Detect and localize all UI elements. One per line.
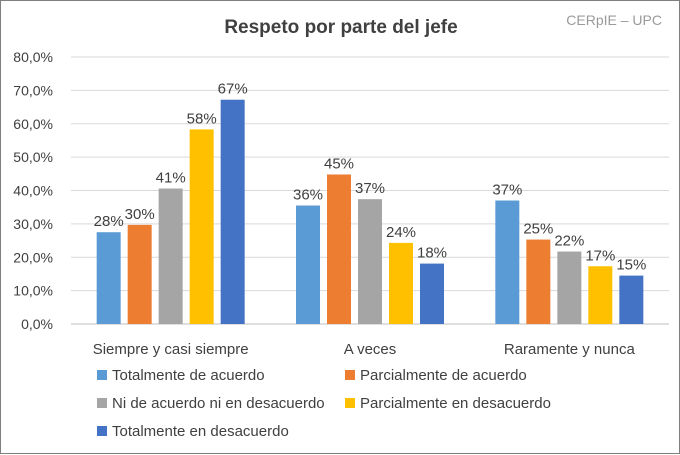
y-tick-label: 60,0% xyxy=(13,116,53,132)
bar xyxy=(296,205,320,324)
data-label: 24% xyxy=(386,224,416,241)
y-tick-label: 20,0% xyxy=(13,249,53,265)
bar xyxy=(358,199,382,324)
legend-swatch xyxy=(345,370,355,380)
bar xyxy=(158,188,183,324)
category-label: Siempre y casi siempre xyxy=(93,341,249,358)
bar xyxy=(327,174,351,324)
data-label: 22% xyxy=(554,233,584,250)
y-tick-label: 80,0% xyxy=(13,49,53,65)
bar xyxy=(557,251,582,324)
legend-label: Parcialmente de acuerdo xyxy=(360,367,527,384)
y-axis-tick-labels: 0,0% 10,0% 20,0% 30,0% 40,0% 50,0% 60,0% 70,0% 8… xyxy=(13,49,53,332)
bar xyxy=(420,263,444,324)
data-label: 58% xyxy=(187,110,217,127)
bar xyxy=(526,239,551,324)
y-tick-label: 0,0% xyxy=(21,316,53,332)
data-label: 36% xyxy=(293,187,323,204)
legend-label: Totalmente de acuerdo xyxy=(112,367,265,384)
bar xyxy=(495,200,520,324)
data-labels: 28% 30%41%58%67%36%45%37%24%18%37%25%22%1… xyxy=(94,81,647,274)
category-label: Raramente y nunca xyxy=(504,341,636,358)
bars xyxy=(96,99,644,324)
data-label: 28% xyxy=(94,213,124,230)
bar xyxy=(588,266,613,324)
bar xyxy=(127,224,152,324)
legend-label: Totalmente en desacuerdo xyxy=(112,423,289,440)
bar xyxy=(619,275,644,324)
legend-label: Ni de acuerdo ni en desacuerdo xyxy=(112,395,325,412)
bar xyxy=(189,129,214,324)
data-label: 37% xyxy=(492,182,522,199)
category-labels: Siempre y casi siempre A veces Raramente y… xyxy=(93,341,636,358)
data-label: 17% xyxy=(585,247,615,264)
data-label: 41% xyxy=(156,169,186,186)
chart-title: Respeto por parte del jefe xyxy=(224,17,457,38)
bar xyxy=(220,99,245,324)
category-label: A veces xyxy=(344,341,397,358)
legend-swatch xyxy=(97,398,107,408)
data-label: 18% xyxy=(417,245,447,262)
y-tick-label: 10,0% xyxy=(13,283,53,299)
watermark: CERpIE – UPC xyxy=(566,12,662,28)
data-label: 15% xyxy=(616,257,646,274)
bar xyxy=(389,242,413,324)
data-label: 30% xyxy=(125,206,155,223)
legend: Totalmente de acuerdo Parcialmente de acu… xyxy=(97,367,551,440)
y-tick-label: 50,0% xyxy=(13,149,53,165)
legend-swatch xyxy=(97,426,107,436)
legend-swatch xyxy=(345,398,355,408)
legend-swatch xyxy=(97,370,107,380)
y-tick-label: 30,0% xyxy=(13,216,53,232)
bar xyxy=(96,232,121,324)
data-label: 45% xyxy=(324,155,354,172)
data-label: 67% xyxy=(218,81,248,98)
y-tick-label: 70,0% xyxy=(13,82,53,98)
legend-label: Parcialmente en desacuerdo xyxy=(360,395,551,412)
data-label: 37% xyxy=(355,180,385,197)
y-tick-label: 40,0% xyxy=(13,183,53,199)
data-label: 25% xyxy=(523,221,553,238)
